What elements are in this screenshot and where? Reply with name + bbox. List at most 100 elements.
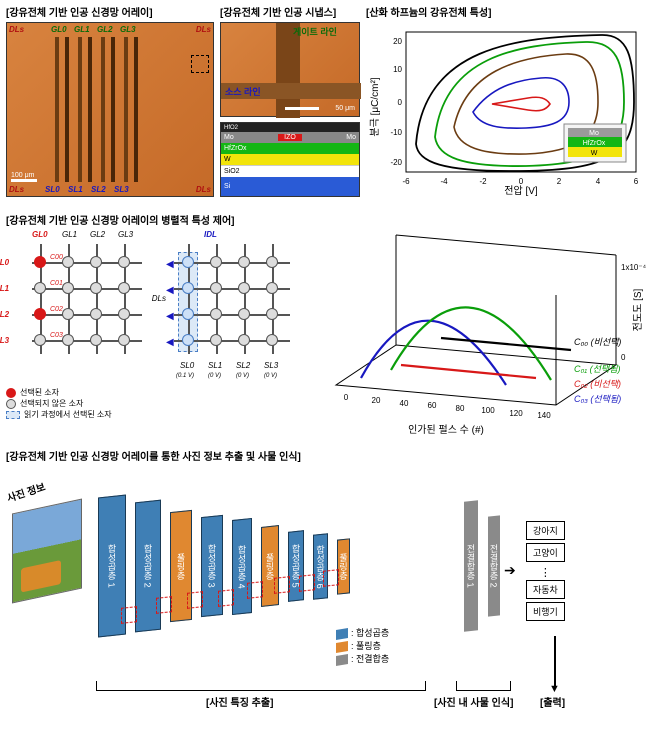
scale-b: 50 μm <box>335 105 355 112</box>
layer-mo: Mo IZO Mo <box>221 132 359 143</box>
leg-conv: 합성곱층 <box>356 628 389 638</box>
sl3: SL3 <box>114 185 129 194</box>
w-gl3: GL3 <box>118 230 133 239</box>
c-ylabel: 분극 [μC/cm²] <box>369 77 381 136</box>
wire <box>88 37 92 182</box>
bracket-2-label: [사진 내 사물 인식] <box>434 694 513 709</box>
bracket-2 <box>456 681 511 691</box>
w-dl0: DL0 <box>0 258 9 267</box>
projection-5 <box>247 581 263 599</box>
svg-text:120: 120 <box>509 409 523 418</box>
projection-8 <box>323 569 339 587</box>
crossbar-legend: 선택된 소자 선택되지 않은 소자 읽기 과정에서 선택된 소자 <box>6 387 112 420</box>
lbl-c00: C₀₀ (비선택) <box>574 337 621 347</box>
bracket-1 <box>96 681 426 691</box>
microscopy-synapse: 게이트 라인 소스 라인 50 μm <box>220 22 360 117</box>
w-gl2: GL2 <box>90 230 105 239</box>
svg-text:80: 80 <box>456 404 465 413</box>
arrow-icon: ➔ <box>504 562 516 579</box>
dl-bl: DLs <box>9 185 24 194</box>
panel-synapse: [강유전체 기반 인공 시냅스] 게이트 라인 소스 라인 50 μm HfO2… <box>220 4 360 19</box>
svg-text:-4: -4 <box>440 177 448 186</box>
input-label: 사진 정보 <box>5 478 47 505</box>
r-sl2: SL2 <box>236 361 250 370</box>
mo-r: Mo <box>308 134 359 141</box>
c00: C00 <box>50 254 63 261</box>
r-sl3: SL3 <box>264 361 278 370</box>
gl1: GL1 <box>74 25 90 34</box>
out-3: 자동차 <box>526 580 565 599</box>
row-3: [강유전체 기반 인공 신경망 어레이를 통한 사진 정보 추출 및 사물 인식… <box>6 448 652 728</box>
gl0: GL0 <box>51 25 67 34</box>
hyst-svg: -6-4-2 0246 20100 -10-20 <box>366 22 651 197</box>
svg-text:0: 0 <box>519 177 524 186</box>
layer-si: Si <box>221 177 359 196</box>
panel-hysteresis: [산화 하프늄의 강유전체 특성] -6-4-2 0246 20100 -10-… <box>366 4 651 19</box>
output-list: 강아지 고양이 ⋮ 자동차 비행기 <box>526 521 565 624</box>
r-sl2s: (0 V) <box>236 373 249 379</box>
svg-text:-2: -2 <box>479 177 487 186</box>
layer-stack: HfO2 Mo IZO Mo HfZrOx W SiO2 Si <box>220 122 360 197</box>
crossbar-read: IDL ◀ ◀ ◀ ◀ SL0 SL1 SL2 SL3 (0.1 V) (0 V… <box>164 234 294 364</box>
leg-read: 읽기 과정에서 선택된 소자 <box>24 410 112 419</box>
car-icon <box>21 560 61 593</box>
panel-array: [강유전체 기반 인공 신경망 어레이] DLs DLs GL0 GL1 GL2… <box>6 4 214 19</box>
svg-text:0: 0 <box>621 353 626 362</box>
source-label: 소스 라인 <box>225 85 261 98</box>
inset-hzo: HfZrOx <box>583 140 606 147</box>
idl: IDL <box>204 230 217 239</box>
c03: C03 <box>50 332 63 339</box>
w-dl2: DL2 <box>0 310 9 319</box>
sl1: SL1 <box>68 185 83 194</box>
panel-c-title: [산화 하프늄의 강유전체 특성] <box>366 4 651 19</box>
wire <box>101 37 105 182</box>
out-4: 비행기 <box>526 602 565 621</box>
bracket-1-label: [사진 특징 추출] <box>206 694 273 709</box>
scale-bar-a <box>11 179 37 182</box>
e-xlabel: 인가된 펄스 수 (#) <box>408 424 484 436</box>
svg-text:0: 0 <box>398 98 403 107</box>
inset-mo: Mo <box>589 130 599 137</box>
panel-f-title: [강유전체 기반 인공 신경망 어레이를 통한 사진 정보 추출 및 사물 인식… <box>6 448 652 463</box>
w-gl0: GL0 <box>32 230 48 239</box>
bracket-3-label: [출력] <box>540 694 565 709</box>
row-1: [강유전체 기반 인공 신경망 어레이] DLs DLs GL0 GL1 GL2… <box>6 4 652 204</box>
svg-text:-6: -6 <box>402 177 410 186</box>
microscopy-array: DLs DLs GL0 GL1 GL2 GL3 SL0 SL1 SL2 SL3 … <box>6 22 214 197</box>
panel-d-title: [강유전체 기반 인공 신경망 어레이의 병렬적 특성 제어] <box>6 212 652 227</box>
projection-7 <box>299 574 315 592</box>
dl-right-label: DLs <box>196 25 211 34</box>
svg-text:-20: -20 <box>390 158 402 167</box>
row-2: [강유전체 기반 인공 신경망 어레이의 병렬적 특성 제어] GL0 GL1 … <box>6 212 652 442</box>
svg-text:60: 60 <box>428 401 437 410</box>
svg-text:10: 10 <box>393 65 402 74</box>
inset-w: W <box>591 150 598 157</box>
gl3: GL3 <box>120 25 136 34</box>
wire <box>78 37 82 182</box>
svg-text:20: 20 <box>393 37 402 46</box>
lbl-c01: C₀₁ (선택됨) <box>574 364 620 374</box>
fc1: 전결합층 1 <box>464 500 478 631</box>
leg-fc: 전결합층 <box>356 654 389 664</box>
r-sl0: SL0 <box>180 361 194 370</box>
input-image <box>12 499 82 604</box>
layer-sio2: SiO2 <box>221 165 359 177</box>
scale-a: 100 μm <box>11 172 35 179</box>
r-sl0s: (0.1 V) <box>176 373 194 379</box>
layer-hfo2: HfO2 <box>221 123 359 132</box>
e-ylabel: 전도도 [S] <box>632 288 644 331</box>
r-sl1: SL1 <box>208 361 222 370</box>
svg-text:140: 140 <box>537 411 551 420</box>
cnn-block-8: 풀링층 <box>337 538 350 594</box>
cnn-block-7: 합성곱층 6 <box>313 533 328 600</box>
panel-b-title: [강유전체 기반 인공 시냅스] <box>220 4 360 19</box>
wire <box>55 37 59 182</box>
svg-text:20: 20 <box>372 396 381 405</box>
cnn-block-5: 풀링층 <box>261 525 279 607</box>
w-dl3: DL3 <box>0 336 9 345</box>
svg-text:100: 100 <box>481 406 495 415</box>
lbl-c02: C₀₂ (비선택) <box>574 379 621 389</box>
leg-sel: 선택된 소자 <box>20 388 59 397</box>
svg-text:0: 0 <box>344 393 349 402</box>
chart-3d-svg: 02040 6080100 120140 인가된 펄스 수 (#) 전도도 [S… <box>306 230 651 440</box>
